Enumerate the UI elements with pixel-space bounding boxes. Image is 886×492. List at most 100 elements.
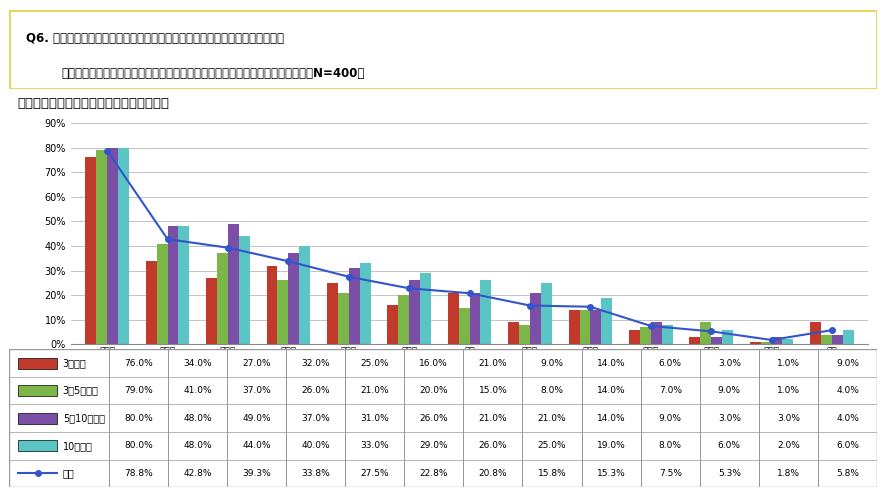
Bar (360, 263, 370, 344)
Text: また、その中で最も効果があった花粉症対策グッズは何ですか。（単数回答）【N=400】: また、その中で最も効果があった花粉症対策グッズは何ですか。（単数回答）【N=40… (61, 66, 364, 80)
Bar (722, 330, 733, 344)
Bar (277, 280, 288, 344)
Text: 5〜10年程度: 5〜10年程度 (63, 413, 105, 423)
Text: ＜使用したことがある花粉症対策グッズ＞: ＜使用したことがある花粉症対策グッズ＞ (18, 97, 170, 110)
Bar (349, 268, 360, 344)
FancyBboxPatch shape (9, 349, 877, 487)
Bar (711, 337, 722, 344)
Text: 9.0%: 9.0% (836, 359, 859, 368)
Text: 41.0%: 41.0% (183, 386, 212, 395)
Bar (97, 150, 107, 344)
Text: 14.0%: 14.0% (597, 386, 626, 395)
Text: 14.0%: 14.0% (597, 359, 626, 368)
Bar (409, 280, 420, 344)
Bar (761, 342, 772, 344)
Text: 79.0%: 79.0% (124, 386, 152, 395)
Bar (338, 293, 349, 344)
Bar (689, 337, 700, 344)
Bar (509, 322, 519, 344)
Bar (750, 342, 761, 344)
Text: 40.0%: 40.0% (301, 441, 330, 450)
Bar (590, 310, 602, 344)
Bar (420, 273, 431, 344)
Text: 6.0%: 6.0% (659, 359, 681, 368)
Text: 48.0%: 48.0% (183, 414, 212, 423)
FancyBboxPatch shape (9, 10, 877, 89)
Text: 26.0%: 26.0% (419, 414, 448, 423)
Text: 20.8%: 20.8% (478, 469, 508, 478)
Text: 16.0%: 16.0% (419, 359, 448, 368)
Text: 76.0%: 76.0% (124, 359, 152, 368)
Text: 15.3%: 15.3% (597, 469, 626, 478)
Text: 7.0%: 7.0% (659, 386, 681, 395)
Text: 22.8%: 22.8% (420, 469, 448, 478)
Bar (327, 283, 338, 344)
Bar (843, 330, 854, 344)
Bar (651, 322, 662, 344)
Text: 14.0%: 14.0% (597, 414, 626, 423)
Text: 3.0%: 3.0% (718, 359, 741, 368)
Text: 19.0%: 19.0% (597, 441, 626, 450)
Bar (602, 298, 612, 344)
Bar (700, 322, 711, 344)
Bar (459, 308, 470, 344)
Text: 4.0%: 4.0% (836, 414, 859, 423)
Text: 25.0%: 25.0% (361, 359, 389, 368)
Bar (288, 253, 299, 344)
Bar (519, 325, 530, 344)
Text: 33.0%: 33.0% (361, 441, 389, 450)
Text: 21.0%: 21.0% (361, 386, 389, 395)
Text: 25.0%: 25.0% (538, 441, 566, 450)
Text: 26.0%: 26.0% (301, 386, 330, 395)
Text: 9.0%: 9.0% (718, 386, 741, 395)
Bar (299, 246, 310, 344)
Bar (470, 293, 480, 344)
Text: 44.0%: 44.0% (242, 441, 271, 450)
Text: 3〜5年程度: 3〜5年程度 (63, 386, 98, 396)
Bar (782, 339, 793, 344)
Bar (228, 224, 239, 344)
Bar (811, 322, 821, 344)
FancyBboxPatch shape (18, 385, 57, 396)
Bar (569, 310, 579, 344)
Text: 2.0%: 2.0% (777, 441, 800, 450)
Text: 3.0%: 3.0% (718, 414, 741, 423)
Text: 全体: 全体 (63, 468, 74, 478)
Text: 8.0%: 8.0% (659, 441, 681, 450)
Text: 9.0%: 9.0% (540, 359, 563, 368)
Bar (821, 335, 832, 344)
Bar (530, 293, 540, 344)
Text: 4.0%: 4.0% (836, 386, 859, 395)
Bar (239, 236, 250, 344)
Bar (387, 305, 399, 344)
Bar (178, 226, 190, 344)
Text: 5.8%: 5.8% (836, 469, 859, 478)
Bar (640, 327, 651, 344)
Bar (629, 330, 640, 344)
Text: 39.3%: 39.3% (242, 469, 271, 478)
Text: 15.8%: 15.8% (538, 469, 566, 478)
Bar (146, 261, 157, 344)
Text: 8.0%: 8.0% (540, 386, 563, 395)
FancyBboxPatch shape (18, 440, 57, 451)
Text: 6.0%: 6.0% (718, 441, 741, 450)
Bar (540, 283, 552, 344)
Text: 49.0%: 49.0% (242, 414, 271, 423)
Text: 20.0%: 20.0% (419, 386, 448, 395)
Text: 33.8%: 33.8% (301, 469, 330, 478)
Bar (157, 244, 167, 344)
Text: 32.0%: 32.0% (301, 359, 330, 368)
Text: 7.5%: 7.5% (659, 469, 681, 478)
Text: 3.0%: 3.0% (777, 414, 800, 423)
FancyBboxPatch shape (18, 358, 57, 369)
Text: 80.0%: 80.0% (124, 441, 152, 450)
Bar (447, 293, 459, 344)
Bar (832, 335, 843, 344)
Text: 15.0%: 15.0% (478, 386, 508, 395)
Text: 1.8%: 1.8% (777, 469, 800, 478)
Text: 48.0%: 48.0% (183, 441, 212, 450)
Bar (662, 325, 672, 344)
Text: 1.0%: 1.0% (777, 359, 800, 368)
Text: 9.0%: 9.0% (659, 414, 681, 423)
Text: 10年以上: 10年以上 (63, 441, 92, 451)
